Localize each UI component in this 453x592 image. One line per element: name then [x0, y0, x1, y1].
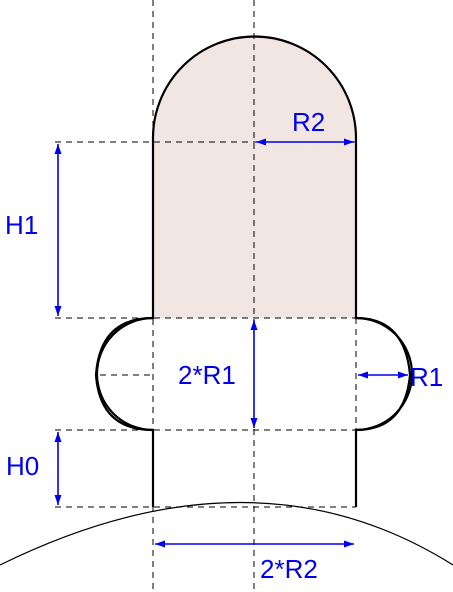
dimension-arrows — [54, 138, 408, 548]
h1-label: H1 — [5, 210, 39, 240]
base-circle-arc — [0, 502, 453, 566]
left-lobe-outline — [94, 316, 154, 432]
construction-lines — [55, 0, 357, 592]
h0-label: H0 — [6, 451, 40, 481]
two-r1-label: 2*R1 — [178, 360, 236, 390]
two-r2-label: 2*R2 — [260, 554, 318, 584]
r2-label: R2 — [292, 107, 326, 137]
right-lobe-outline — [355, 316, 412, 432]
r1-label: R1 — [410, 362, 444, 392]
